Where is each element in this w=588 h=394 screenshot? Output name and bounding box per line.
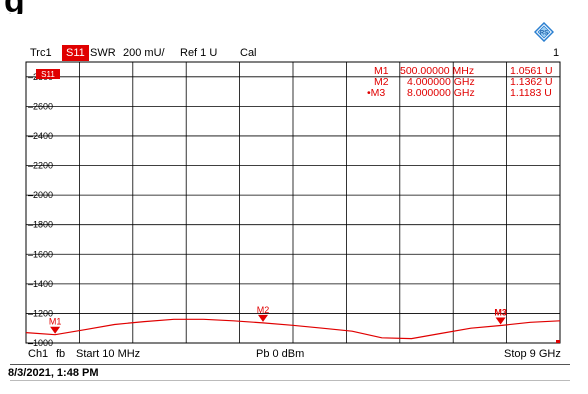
power-level[interactable]: Pb 0 dBm — [256, 348, 305, 360]
trace-label[interactable]: Trc1 — [30, 47, 52, 59]
stop-freq[interactable]: Stop 9 GHz — [504, 348, 561, 360]
trace — [25, 318, 561, 343]
marker-freq: 4.000000 GHz — [407, 76, 475, 88]
rs-logo-icon: RS — [534, 22, 554, 42]
y-tick-label: –1200 — [28, 308, 53, 318]
markers: M1 M2 M3 — [49, 305, 507, 334]
marker-row[interactable]: •M3 8.000000 GHz 1.1183 U — [364, 88, 558, 99]
cropped-title-text: g — [4, 0, 26, 14]
trace-tag: S11 — [41, 70, 55, 79]
y-tick-label: –2400 — [28, 131, 53, 141]
y-tick-label: –1400 — [28, 279, 53, 289]
y-tick-label: –1800 — [28, 220, 53, 230]
trace-header: Trc1 S11 SWR 200 mU/ Ref 1 U Cal 1 — [30, 45, 560, 62]
marker-label: M1 — [49, 317, 62, 327]
y-tick-label: –2200 — [28, 161, 53, 171]
bottom-divider — [10, 380, 570, 381]
mode-label[interactable]: fb — [56, 348, 66, 360]
y-tick-label: –2000 — [28, 190, 53, 200]
channel-number: 1 — [553, 47, 560, 59]
format-label[interactable]: SWR — [90, 47, 116, 59]
marker-freq: 8.000000 GHz — [407, 87, 475, 99]
cropped-title: g — [0, 0, 588, 14]
separator — [10, 364, 570, 365]
marker-value: 1.1183 U — [510, 87, 552, 99]
marker-value: 1.1362 U — [510, 76, 553, 88]
timestamp: 8/3/2021, 1:48 PM — [8, 367, 99, 379]
marker-value: 1.0561 U — [510, 65, 553, 77]
marker-triangle — [258, 314, 269, 322]
marker-triangle — [495, 317, 506, 325]
trace-end-marker — [556, 340, 560, 343]
y-tick-label: –1000 — [28, 338, 53, 348]
start-freq[interactable]: Start 10 MHz — [76, 348, 141, 360]
y-axis-ticks: –2800–2600–2400–2200–2000–1800–1600–1400… — [28, 72, 53, 348]
marker-freq: 500.00000 MHz — [400, 65, 475, 77]
marker-name: •M3 — [367, 87, 386, 99]
svg-text:RS: RS — [540, 31, 548, 37]
marker-table: M1 500.00000 MHz 1.0561 U M2 4.000000 GH… — [364, 66, 558, 99]
marker-row[interactable]: M2 4.000000 GHz 1.1362 U — [364, 77, 558, 88]
y-tick-label: –2600 — [28, 101, 53, 111]
marker-label: M2 — [257, 305, 270, 315]
y-tick-label: –1600 — [28, 249, 53, 259]
ref-label[interactable]: Ref 1 U — [180, 47, 218, 59]
trace-line — [25, 318, 561, 340]
grid — [25, 61, 561, 344]
trace-tag-bg — [36, 69, 60, 79]
channel-label[interactable]: Ch1 — [28, 348, 49, 360]
marker-name: M2 — [374, 76, 389, 88]
marker-triangle — [50, 326, 61, 334]
marker-row[interactable]: M1 500.00000 MHz 1.0561 U — [364, 66, 558, 77]
cal-label[interactable]: Cal — [240, 47, 257, 59]
marker-label: M3 — [494, 308, 507, 318]
channel-footer: Ch1 fb Start 10 MHz Pb 0 dBm Stop 9 GHz — [28, 348, 561, 362]
marker-name: M1 — [374, 65, 389, 77]
param-badge[interactable]: S11 — [62, 45, 89, 61]
scale-label[interactable]: 200 mU/ — [123, 47, 165, 59]
